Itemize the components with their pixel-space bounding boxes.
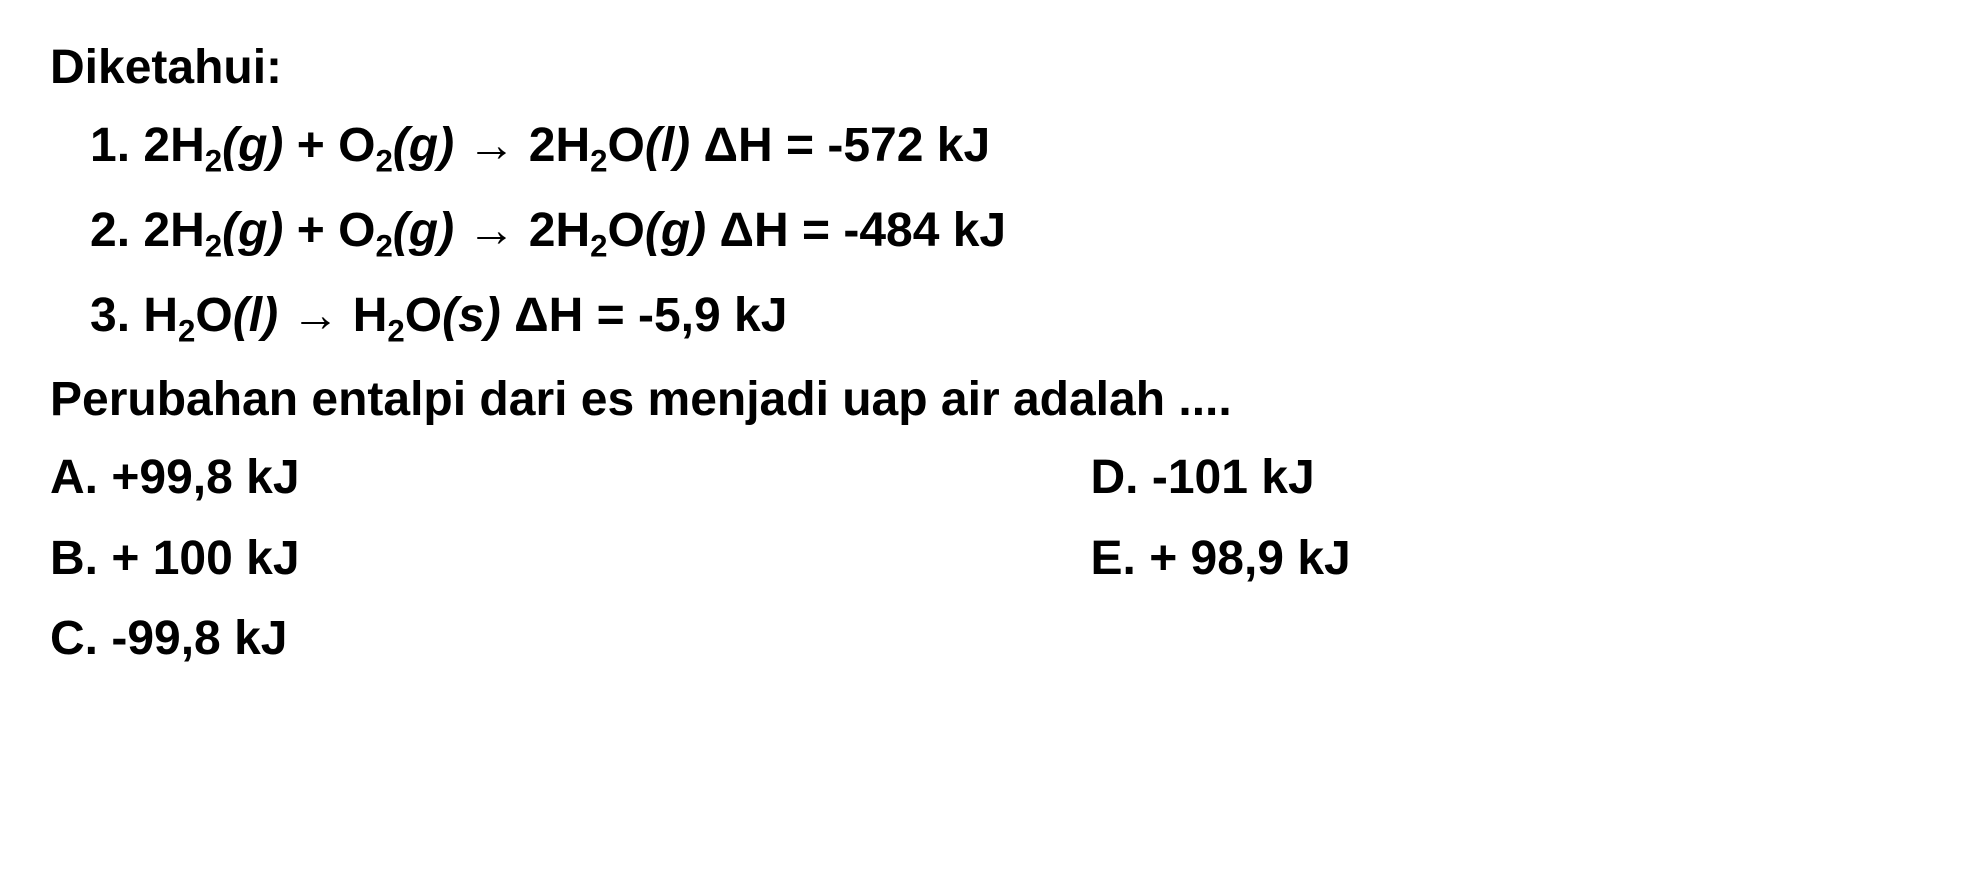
answer-options: A. +99,8 kJ B. + 100 kJ C. -99,8 kJ D. -… <box>50 447 1931 688</box>
eq-number: 3. <box>90 289 130 342</box>
heading: Diketahui: <box>50 40 1931 95</box>
equation-3: 3. H2O(l) → H2O(s) ΔH = -5,9 kJ <box>90 285 1931 352</box>
option-d: D. -101 kJ <box>1091 447 1932 509</box>
equation-1: 1. 2H2(g) + O2(g) → 2H2O(l) ΔH = -572 kJ <box>90 115 1931 182</box>
option-c: C. -99,8 kJ <box>50 608 891 670</box>
question-text: Perubahan entalpi dari es menjadi uap ai… <box>50 372 1931 427</box>
eq-text: 2H2(g) + O2(g) → 2H2O(g) ΔH = -484 kJ <box>143 204 1006 257</box>
option-e: E. + 98,9 kJ <box>1091 528 1932 590</box>
chemistry-problem: Diketahui: 1. 2H2(g) + O2(g) → 2H2O(l) Δ… <box>50 40 1931 689</box>
option-b: B. + 100 kJ <box>50 528 891 590</box>
eq-text: 2H2(g) + O2(g) → 2H2O(l) ΔH = -572 kJ <box>143 119 990 172</box>
equation-2: 2. 2H2(g) + O2(g) → 2H2O(g) ΔH = -484 kJ <box>90 200 1931 267</box>
option-a: A. +99,8 kJ <box>50 447 891 509</box>
equation-list: 1. 2H2(g) + O2(g) → 2H2O(l) ΔH = -572 kJ… <box>90 115 1931 352</box>
eq-number: 1. <box>90 119 130 172</box>
eq-number: 2. <box>90 204 130 257</box>
eq-text: H2O(l) → H2O(s) ΔH = -5,9 kJ <box>143 289 787 342</box>
